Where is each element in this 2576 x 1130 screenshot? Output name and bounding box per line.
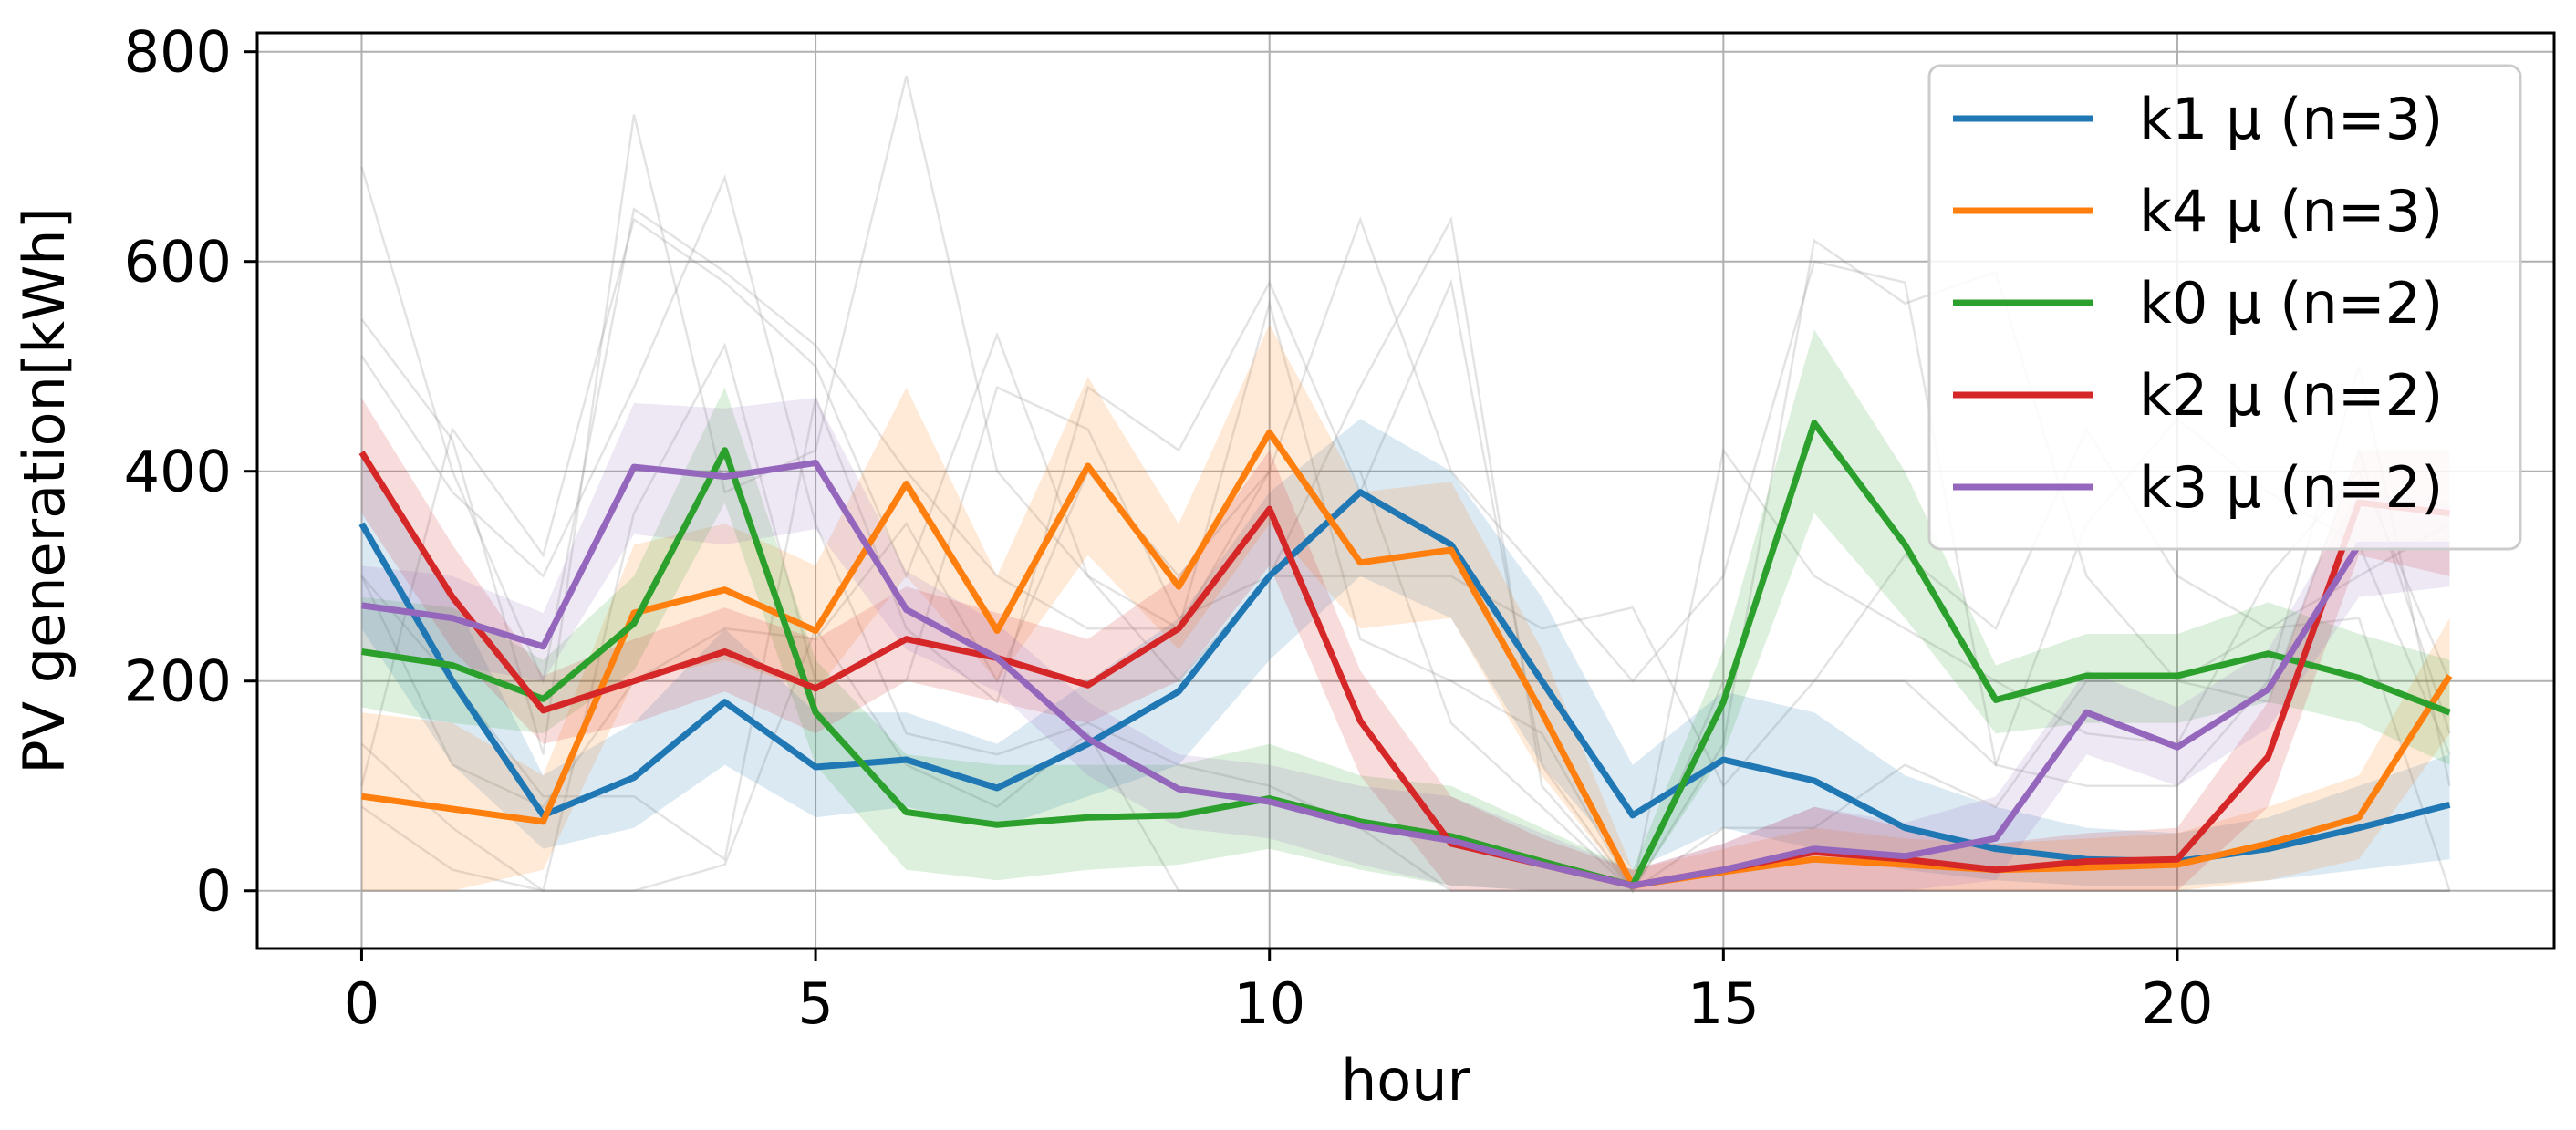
legend: k1 μ (n=3) k4 μ (n=3) k0 μ (n=2) k2 μ (n=2)… bbox=[1927, 64, 2522, 551]
background-trace bbox=[360, 626, 2450, 892]
background-trace bbox=[360, 75, 2451, 894]
y-tick-label: 400 bbox=[124, 439, 232, 505]
y-tick-label: 0 bbox=[196, 858, 232, 925]
legend-label: k4 μ (n=3) bbox=[2139, 178, 2443, 244]
y-tick-label: 800 bbox=[124, 19, 232, 86]
background-trace bbox=[360, 446, 2451, 893]
legend-box bbox=[1927, 64, 2522, 551]
x-tick-label: 0 bbox=[344, 970, 379, 1037]
x-tick-label: 10 bbox=[1233, 970, 1305, 1037]
legend-label: k1 μ (n=3) bbox=[2139, 86, 2443, 152]
x-tick-label: 15 bbox=[1688, 970, 1760, 1037]
background-trace bbox=[360, 166, 2451, 787]
y-tick-label: 600 bbox=[124, 229, 232, 295]
series-line bbox=[358, 451, 2450, 889]
series-lines bbox=[358, 420, 2453, 889]
legend-label: k0 μ (n=2) bbox=[2139, 270, 2443, 337]
x-axis-label: hour bbox=[1341, 1047, 1471, 1114]
background-trace bbox=[360, 173, 2450, 892]
series-line bbox=[361, 429, 2453, 889]
y-tick-label: 200 bbox=[124, 648, 232, 715]
y-axis-label: PV generation[kWh] bbox=[11, 207, 78, 774]
background-traces bbox=[360, 75, 2451, 894]
confidence-bands bbox=[361, 324, 2450, 891]
background-trace bbox=[360, 238, 2451, 893]
confidence-band bbox=[361, 398, 2450, 891]
legend-label: k3 μ (n=2) bbox=[2139, 454, 2443, 521]
x-tick-label: 5 bbox=[797, 970, 833, 1037]
x-tick-label: 20 bbox=[2142, 970, 2214, 1037]
plot-frame bbox=[255, 31, 2556, 950]
confidence-band bbox=[361, 419, 2450, 886]
series-line bbox=[361, 460, 2450, 889]
legend-label: k2 μ (n=2) bbox=[2139, 362, 2443, 429]
confidence-band bbox=[361, 398, 2450, 891]
confidence-band bbox=[361, 324, 2450, 891]
confidence-band bbox=[361, 329, 2450, 891]
series-line bbox=[360, 420, 2451, 889]
